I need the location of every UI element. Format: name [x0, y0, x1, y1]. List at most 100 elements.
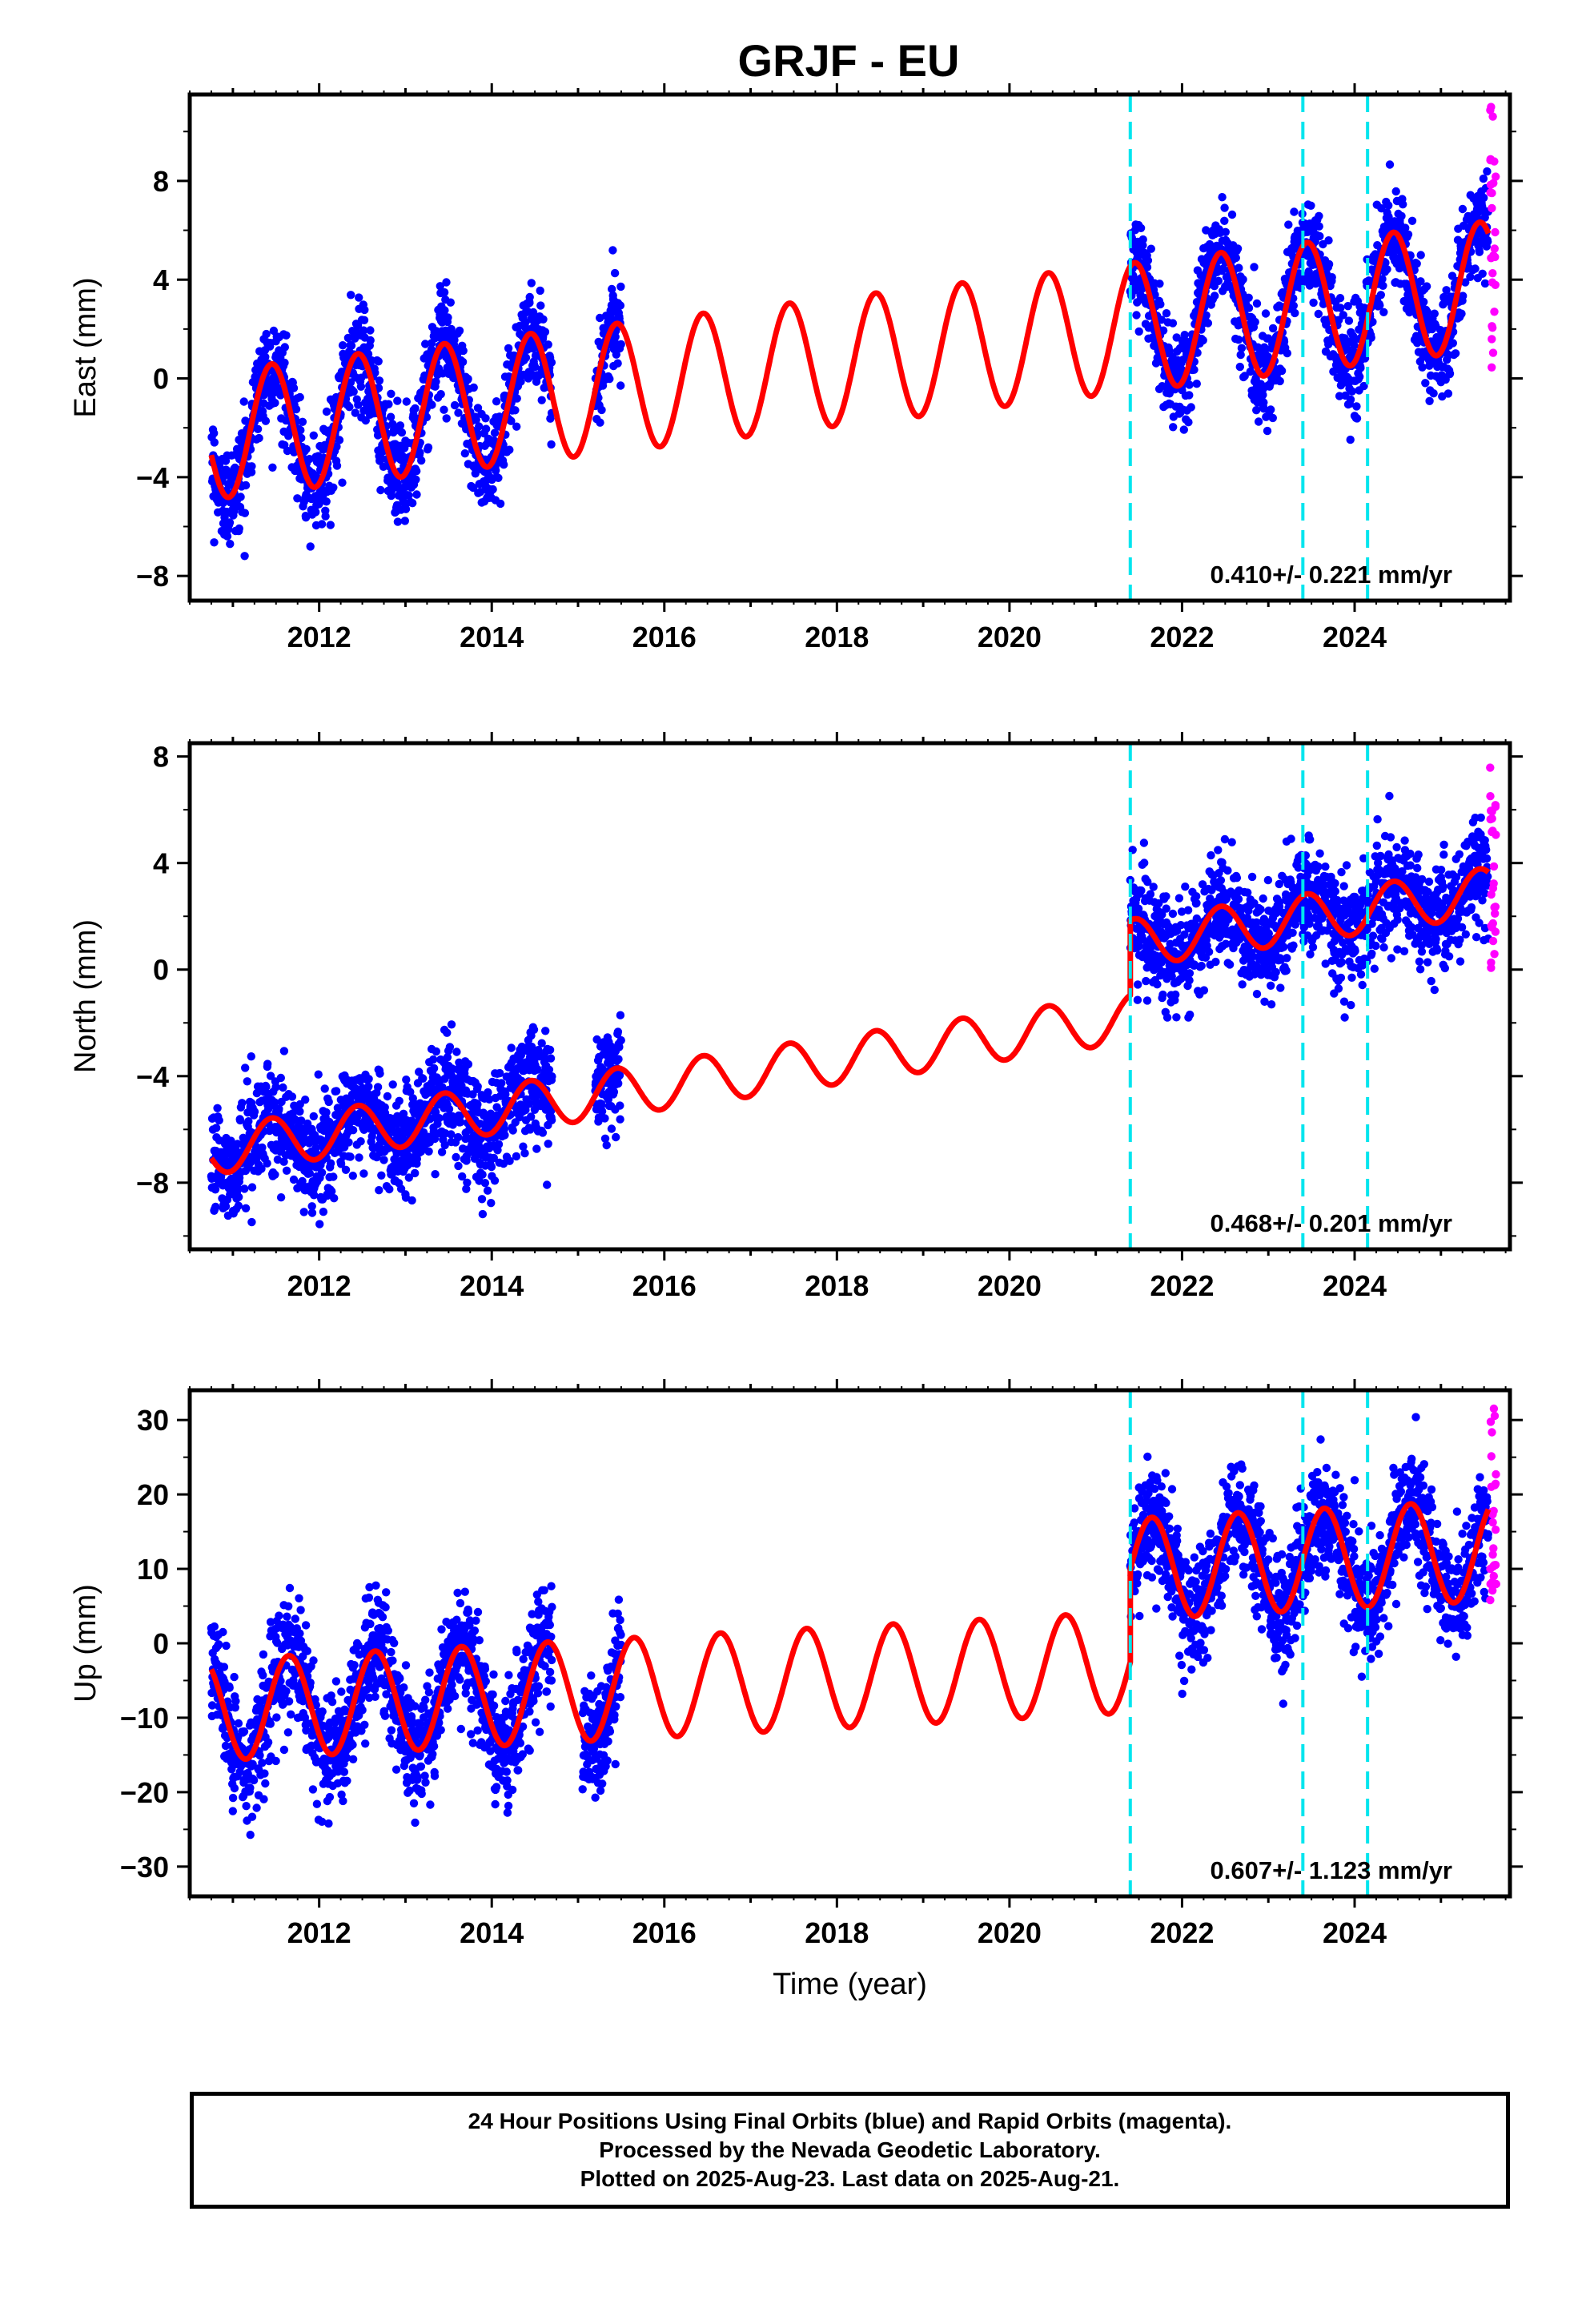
data-point-final	[283, 446, 292, 456]
data-point-rapid	[1491, 227, 1500, 237]
data-point-final	[1142, 263, 1152, 271]
data-point-final	[1183, 906, 1193, 915]
data-point-final	[279, 1157, 288, 1166]
data-point-final	[326, 1159, 335, 1168]
data-point-final	[544, 1065, 554, 1075]
data-point-final	[484, 1088, 492, 1097]
panels: 2012 2014 2016 2018 2020 2022 2024−8−4048East …	[69, 83, 1523, 2001]
data-point-final	[507, 416, 516, 425]
data-point-final	[445, 1043, 455, 1051]
data-point-final	[1197, 961, 1206, 971]
data-point-final	[608, 246, 617, 255]
data-point-final	[1214, 276, 1223, 285]
data-point-final	[1407, 216, 1417, 225]
data-point-final	[454, 408, 463, 417]
data-point-final	[424, 443, 433, 452]
data-point-final	[436, 390, 445, 399]
data-point-final	[1314, 862, 1323, 871]
data-point-final	[547, 1116, 556, 1125]
data-point-final	[540, 328, 550, 336]
data-point-final	[548, 1072, 556, 1081]
data-point-final	[1459, 292, 1468, 300]
data-point-final	[355, 1153, 363, 1162]
data-point-final	[1205, 239, 1215, 249]
data-point-final	[1466, 272, 1475, 281]
data-point-final	[1149, 883, 1158, 891]
data-point-final	[1378, 275, 1387, 283]
data-point-final	[602, 1140, 611, 1150]
data-point-final	[443, 1053, 452, 1062]
data-point-final	[1416, 277, 1425, 286]
data-point-final	[1346, 435, 1355, 444]
data-point-final	[1289, 301, 1299, 310]
data-point-rapid	[1486, 155, 1496, 163]
data-point-final	[1162, 1013, 1172, 1022]
data-point-final	[500, 1124, 508, 1134]
data-point-final	[1162, 904, 1170, 913]
data-point-final	[247, 468, 256, 476]
data-point-final	[416, 448, 424, 457]
data-point-final	[440, 405, 448, 414]
data-point-final	[354, 400, 363, 409]
data-point-final	[411, 404, 420, 413]
data-point-final	[1271, 967, 1280, 977]
data-point-final	[1289, 941, 1298, 950]
data-point-final	[616, 1101, 624, 1110]
data-point-final	[363, 349, 373, 359]
data-point-final	[596, 313, 604, 323]
data-point-final	[1157, 316, 1166, 324]
data-point-final	[547, 358, 556, 367]
data-point-final	[1158, 326, 1168, 335]
data-point-final	[1211, 292, 1219, 300]
data-point-final	[1327, 273, 1336, 282]
data-point-final	[235, 524, 243, 533]
data-point-final	[330, 1194, 339, 1203]
data-point-final	[1442, 286, 1451, 295]
data-point-final	[364, 1082, 373, 1092]
data-point-final	[521, 353, 531, 362]
data-point-final	[295, 1107, 304, 1116]
data-point-final	[1256, 905, 1265, 914]
data-point-final	[412, 467, 421, 476]
data-point-final	[475, 422, 484, 431]
data-point-final	[544, 340, 552, 349]
data-point-final	[547, 1106, 556, 1116]
data-point-final	[234, 1184, 243, 1193]
data-point-final	[411, 1168, 420, 1178]
data-point-final	[376, 485, 385, 495]
plot-frame	[187, 92, 1512, 603]
data-point-final	[455, 326, 464, 336]
data-point-final	[462, 1184, 471, 1193]
data-point-final	[1184, 418, 1193, 427]
data-point-final	[1254, 417, 1263, 426]
data-point-final	[301, 1096, 310, 1104]
data-point-final	[1267, 405, 1275, 414]
data-point-final	[289, 1175, 299, 1184]
data-point-final	[1375, 301, 1384, 310]
data-point-final	[280, 343, 289, 352]
data-point-final	[1227, 210, 1237, 219]
data-point-final	[1275, 376, 1284, 386]
data-point-final	[1244, 293, 1253, 302]
data-point-final	[458, 357, 468, 367]
data-point-final	[1283, 348, 1292, 358]
data-point-final	[1186, 1010, 1195, 1019]
data-point-final	[505, 1156, 514, 1165]
data-point-final	[1134, 327, 1143, 336]
data-point-final	[309, 431, 318, 440]
data-point-final	[1478, 269, 1487, 278]
data-point-final	[240, 552, 249, 561]
data-point-final	[1186, 403, 1195, 412]
data-point-final	[351, 408, 359, 417]
data-point-final	[385, 1184, 394, 1194]
data-point-final	[1284, 220, 1293, 229]
data-point-final	[608, 284, 616, 294]
data-point-final	[1263, 426, 1272, 436]
data-point-final	[298, 417, 307, 426]
x-tick-label: 2018	[805, 621, 869, 653]
data-point-final	[314, 1070, 323, 1079]
data-point-final	[1239, 275, 1247, 284]
data-point-final	[1168, 319, 1178, 328]
data-point-final	[504, 344, 513, 353]
data-point-final	[379, 1156, 388, 1164]
